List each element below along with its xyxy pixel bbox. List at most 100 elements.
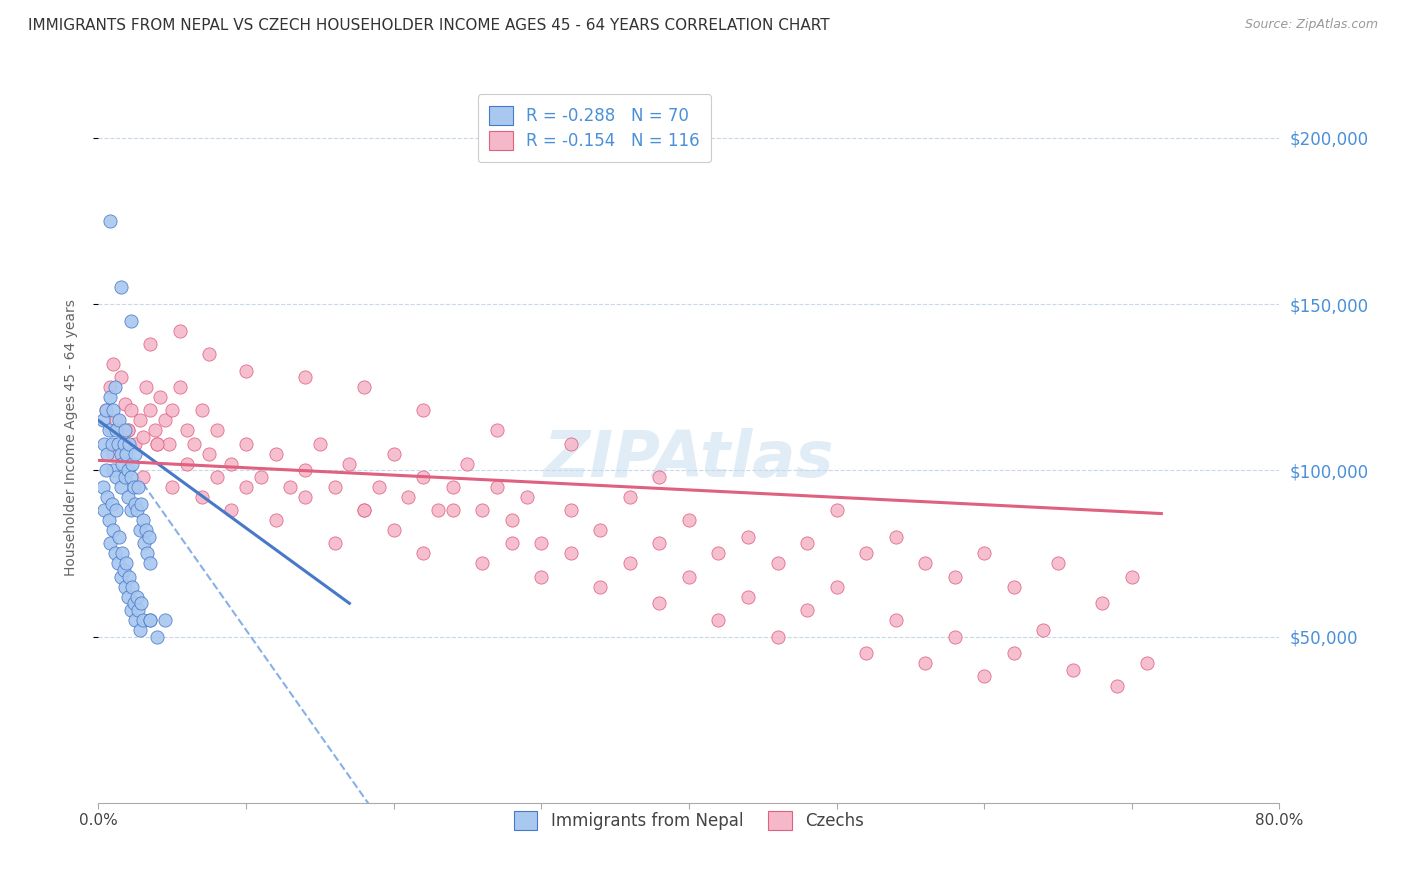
Text: Source: ZipAtlas.com: Source: ZipAtlas.com [1244,18,1378,31]
Point [589,523,612,537]
Point [129,497,152,511]
Point [339,457,361,471]
Point [108,413,131,427]
Point [103,447,125,461]
Point [353,503,375,517]
Point [157,436,180,450]
Point [138,530,160,544]
Point [737,530,759,544]
Point [441,480,464,494]
Point [139,613,162,627]
Point [127,480,149,494]
Point [98,390,121,404]
Point [91,413,114,427]
Point [128,623,150,637]
Point [94,403,117,417]
Point [117,424,139,438]
Point [132,470,155,484]
Point [128,413,150,427]
Point [129,596,152,610]
Point [1136,656,1159,670]
Point [103,357,125,371]
Point [678,513,700,527]
Point [118,570,141,584]
Point [530,570,553,584]
Point [98,536,121,550]
Point [501,513,523,527]
Point [105,503,128,517]
Point [825,580,848,594]
Point [198,347,221,361]
Point [105,424,128,438]
Point [855,646,877,660]
Point [648,470,671,484]
Point [110,447,132,461]
Point [98,214,121,228]
Point [107,557,129,571]
Point [884,613,907,627]
Point [134,536,156,550]
Point [191,490,214,504]
Point [205,424,228,438]
Point [132,613,155,627]
Point [427,503,450,517]
Legend: Immigrants from Nepal, Czechs: Immigrants from Nepal, Czechs [506,803,872,838]
Text: ZIPAtlas: ZIPAtlas [544,428,834,490]
Point [120,470,142,484]
Point [135,380,157,394]
Point [96,490,118,504]
Point [108,530,131,544]
Point [707,546,730,560]
Point [914,656,936,670]
Point [139,337,162,351]
Point [139,613,162,627]
Point [122,480,145,494]
Point [796,603,818,617]
Point [114,470,136,484]
Point [103,523,125,537]
Point [176,424,198,438]
Point [149,390,172,404]
Point [235,480,257,494]
Point [146,436,169,450]
Point [560,436,582,450]
Point [97,513,120,527]
Point [250,470,273,484]
Point [105,413,128,427]
Point [124,447,146,461]
Point [120,314,142,328]
Point [973,669,995,683]
Point [412,546,434,560]
Point [855,546,877,560]
Point [486,480,509,494]
Point [353,380,375,394]
Point [96,447,118,461]
Text: IMMIGRANTS FROM NEPAL VS CZECH HOUSEHOLDER INCOME AGES 45 - 64 YEARS CORRELATION: IMMIGRANTS FROM NEPAL VS CZECH HOUSEHOLD… [28,18,830,33]
Point [471,557,494,571]
Point [112,436,135,450]
Point [264,447,287,461]
Point [648,536,671,550]
Point [120,503,142,517]
Point [294,370,316,384]
Point [139,403,162,417]
Point [707,613,730,627]
Point [114,397,136,411]
Point [412,403,434,417]
Point [120,403,142,417]
Point [1062,663,1084,677]
Point [398,490,420,504]
Point [169,380,191,394]
Point [516,490,538,504]
Point [221,503,243,517]
Point [294,490,316,504]
Point [766,630,789,644]
Point [1121,570,1143,584]
Point [943,570,966,584]
Point [97,424,120,438]
Point [121,580,143,594]
Point [132,430,155,444]
Point [264,513,287,527]
Point [235,436,257,450]
Point [125,590,148,604]
